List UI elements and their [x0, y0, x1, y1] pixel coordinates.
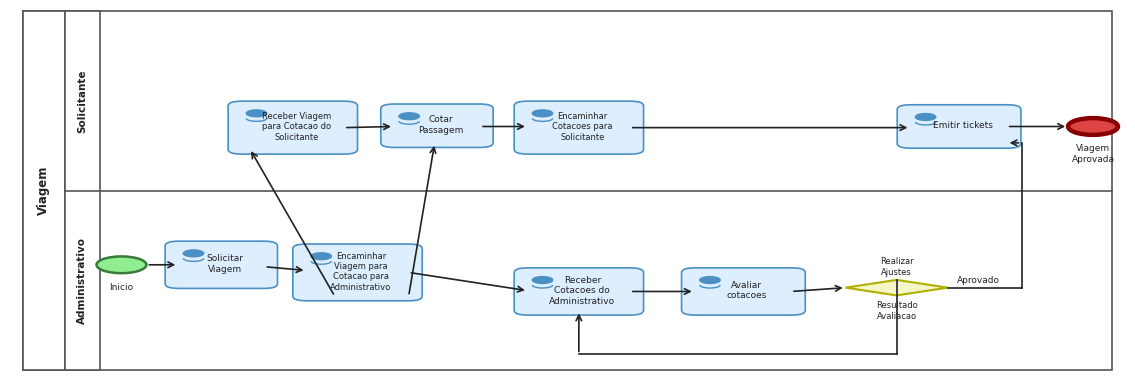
Text: Encaminhar
Viagem para
Cotacao para
Administrativo: Encaminhar Viagem para Cotacao para Admi…	[330, 251, 392, 292]
FancyBboxPatch shape	[293, 244, 422, 301]
Bar	[23, 11, 65, 370]
Text: Resultado
Avaliacao: Resultado Avaliacao	[876, 301, 917, 320]
FancyBboxPatch shape	[514, 101, 644, 154]
Circle shape	[96, 256, 146, 273]
Text: Solicitante: Solicitante	[77, 69, 87, 133]
Text: Avaliar
cotacoes: Avaliar cotacoes	[726, 281, 767, 300]
Circle shape	[1068, 118, 1118, 135]
Circle shape	[184, 250, 204, 257]
Text: Inicio: Inicio	[109, 283, 134, 292]
Text: Emitir tickets: Emitir tickets	[933, 121, 992, 130]
FancyBboxPatch shape	[897, 105, 1022, 148]
Text: Viagem: Viagem	[37, 166, 50, 215]
FancyBboxPatch shape	[681, 268, 806, 315]
Circle shape	[532, 110, 553, 117]
Text: Administrativo: Administrativo	[77, 237, 87, 323]
Text: Encaminhar
Cotacoes para
Solicitante: Encaminhar Cotacoes para Solicitante	[552, 112, 613, 142]
Text: Receber Viagem
para Cotacao do
Solicitante: Receber Viagem para Cotacao do Solicitan…	[261, 112, 331, 142]
Text: Viagem
Aprovada: Viagem Aprovada	[1071, 144, 1115, 164]
Text: Receber
Cotacoes do
Administrativo: Receber Cotacoes do Administrativo	[549, 276, 615, 306]
Circle shape	[532, 277, 553, 283]
FancyBboxPatch shape	[228, 101, 358, 154]
FancyBboxPatch shape	[166, 241, 277, 288]
FancyBboxPatch shape	[514, 268, 644, 315]
Text: Solicitar
Viagem: Solicitar Viagem	[207, 255, 243, 274]
Circle shape	[246, 110, 267, 117]
Circle shape	[311, 253, 331, 260]
Circle shape	[915, 114, 935, 120]
FancyBboxPatch shape	[381, 104, 493, 147]
Bar	[65, 11, 100, 370]
Circle shape	[699, 277, 721, 283]
Text: Cotar
Passagem: Cotar Passagem	[418, 115, 463, 134]
Text: Aprovado: Aprovado	[957, 276, 1000, 285]
Circle shape	[400, 113, 420, 120]
Polygon shape	[846, 280, 948, 295]
Text: Realizar
Ajustes: Realizar Ajustes	[880, 258, 914, 277]
